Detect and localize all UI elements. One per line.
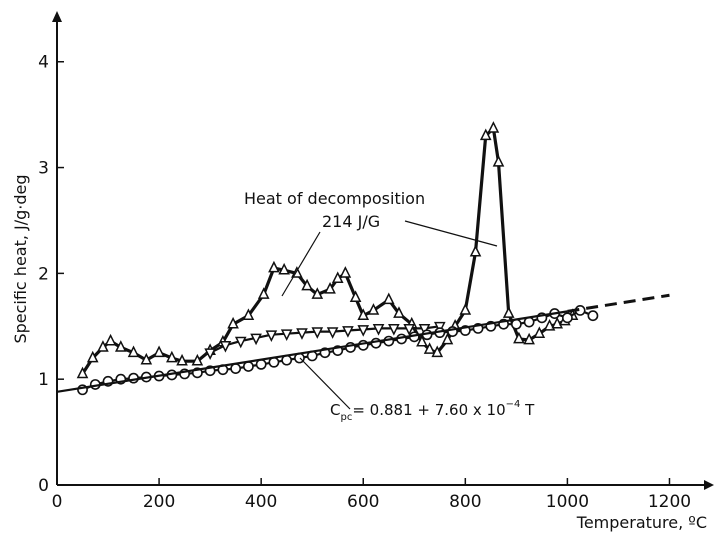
data-point-triangle-up (393, 306, 405, 318)
data-point-triangle-down (234, 336, 247, 349)
eq-sup: −4 (506, 399, 521, 410)
annotation-214-j-g: 214 J/G (322, 212, 380, 231)
data-point-triangle-up (551, 316, 564, 329)
data-point-triangle-down (280, 329, 293, 341)
y-tick-label: 2 (38, 264, 49, 284)
data-point-triangle-up (416, 334, 428, 347)
x-axis-title: Temperature, ºC (576, 513, 707, 532)
data-point-triangle-down (311, 327, 324, 339)
y-tick-label: 0 (38, 476, 49, 496)
x-tick-label: 600 (347, 492, 379, 512)
data-point-triangle-up (104, 333, 117, 346)
data-point-triangle-up (127, 345, 140, 358)
data-point-triangle-up (523, 332, 535, 345)
data-point-triangle-up (324, 281, 336, 294)
data-point-triangle-up (423, 342, 436, 354)
data-point-triangle-up (543, 319, 556, 331)
data-point-triangle-down (372, 324, 385, 336)
data-point-triangle-up (301, 278, 313, 291)
data-point-circle (562, 312, 573, 324)
series-line (209, 325, 440, 354)
y-tick-label: 4 (38, 53, 49, 73)
annotation-leader-line-1 (281, 231, 321, 297)
data-point-circle (230, 363, 242, 375)
fit-extrapolation-line (567, 293, 670, 313)
eq-main: = 0.881 + 7.60 x 10 (352, 401, 505, 419)
data-point-triangle-down (357, 325, 370, 337)
equation-leader-line (299, 357, 351, 410)
axes (52, 11, 714, 490)
series-3 (56, 293, 670, 393)
data-point-triangle-up (533, 326, 546, 339)
series-layer (56, 121, 670, 396)
annotation-heat-of-decomposition: Heat of decomposition (244, 189, 425, 208)
data-point-triangle-down (219, 340, 232, 353)
x-tick-label: 400 (245, 492, 277, 512)
data-point-triangle-up (357, 308, 370, 321)
x-tick-label: 0 (52, 492, 63, 512)
data-point-triangle-up (176, 353, 188, 366)
data-point-triangle-up (469, 244, 482, 257)
data-point-triangle-down (204, 348, 216, 361)
data-point-triangle-up (86, 350, 99, 363)
data-point-triangle-up (492, 154, 505, 167)
x-tick-label: 1200 (648, 492, 691, 512)
data-point-triangle-up (513, 331, 525, 344)
data-point-triangle-up (114, 340, 127, 352)
data-point-triangle-up (268, 260, 280, 273)
data-point-triangle-up (339, 266, 352, 278)
data-point-triangle-up (431, 345, 444, 358)
data-point-triangle-up (479, 128, 492, 141)
data-point-triangle-up (153, 345, 165, 358)
data-point-triangle-down (265, 330, 278, 343)
y-tick-label: 1 (38, 370, 49, 390)
data-point-triangle-down (403, 324, 415, 336)
data-point-triangle-up (459, 303, 472, 315)
eq-sub: pc (340, 412, 352, 423)
annotation-leader-line-2 (404, 220, 498, 247)
data-point-triangle-up (382, 292, 395, 305)
fit-line (56, 310, 568, 393)
data-point-triangle-up (278, 262, 290, 275)
eq-prefix: C (330, 401, 340, 419)
series-0 (76, 121, 579, 379)
data-point-circle (587, 310, 599, 322)
eq-tail: T (520, 401, 535, 419)
data-point-triangle-up (502, 306, 515, 318)
data-point-triangle-down (342, 326, 354, 338)
data-point-triangle-up (257, 287, 270, 299)
series-1 (204, 321, 446, 361)
data-point-triangle-down (388, 324, 400, 336)
data-point-triangle-up (76, 366, 89, 379)
data-point-triangle-up (140, 352, 153, 365)
data-point-triangle-up (227, 316, 239, 329)
ticks: 0 200 400 600 800 1000 1200 0 1 2 3 4 (38, 53, 691, 512)
data-point-triangle-up (311, 287, 324, 299)
data-point-triangle-up (487, 121, 500, 133)
x-axis-arrowhead (704, 480, 714, 490)
x-tick-label: 200 (143, 492, 175, 512)
data-point-triangle-up (367, 303, 380, 315)
y-axis-arrowhead (52, 11, 62, 22)
data-point-triangle-up (191, 353, 204, 366)
y-axis-title: Specific heat, J/g·deg (11, 174, 30, 343)
data-point-triangle-up (166, 350, 178, 363)
y-tick-label: 3 (38, 159, 49, 179)
data-point-triangle-up (97, 340, 109, 352)
fit-equation: Cpc= 0.881 + 7.60 x 10−4 T (330, 399, 535, 423)
data-point-circle (242, 361, 254, 372)
data-point-triangle-up (242, 308, 255, 321)
x-tick-label: 1000 (546, 492, 589, 512)
data-point-triangle-up (349, 290, 362, 303)
data-point-triangle-down (326, 327, 339, 339)
data-point-triangle-up (441, 332, 454, 345)
x-tick-label: 800 (449, 492, 481, 512)
data-point-triangle-down (296, 328, 308, 340)
data-point-triangle-down (250, 333, 262, 346)
